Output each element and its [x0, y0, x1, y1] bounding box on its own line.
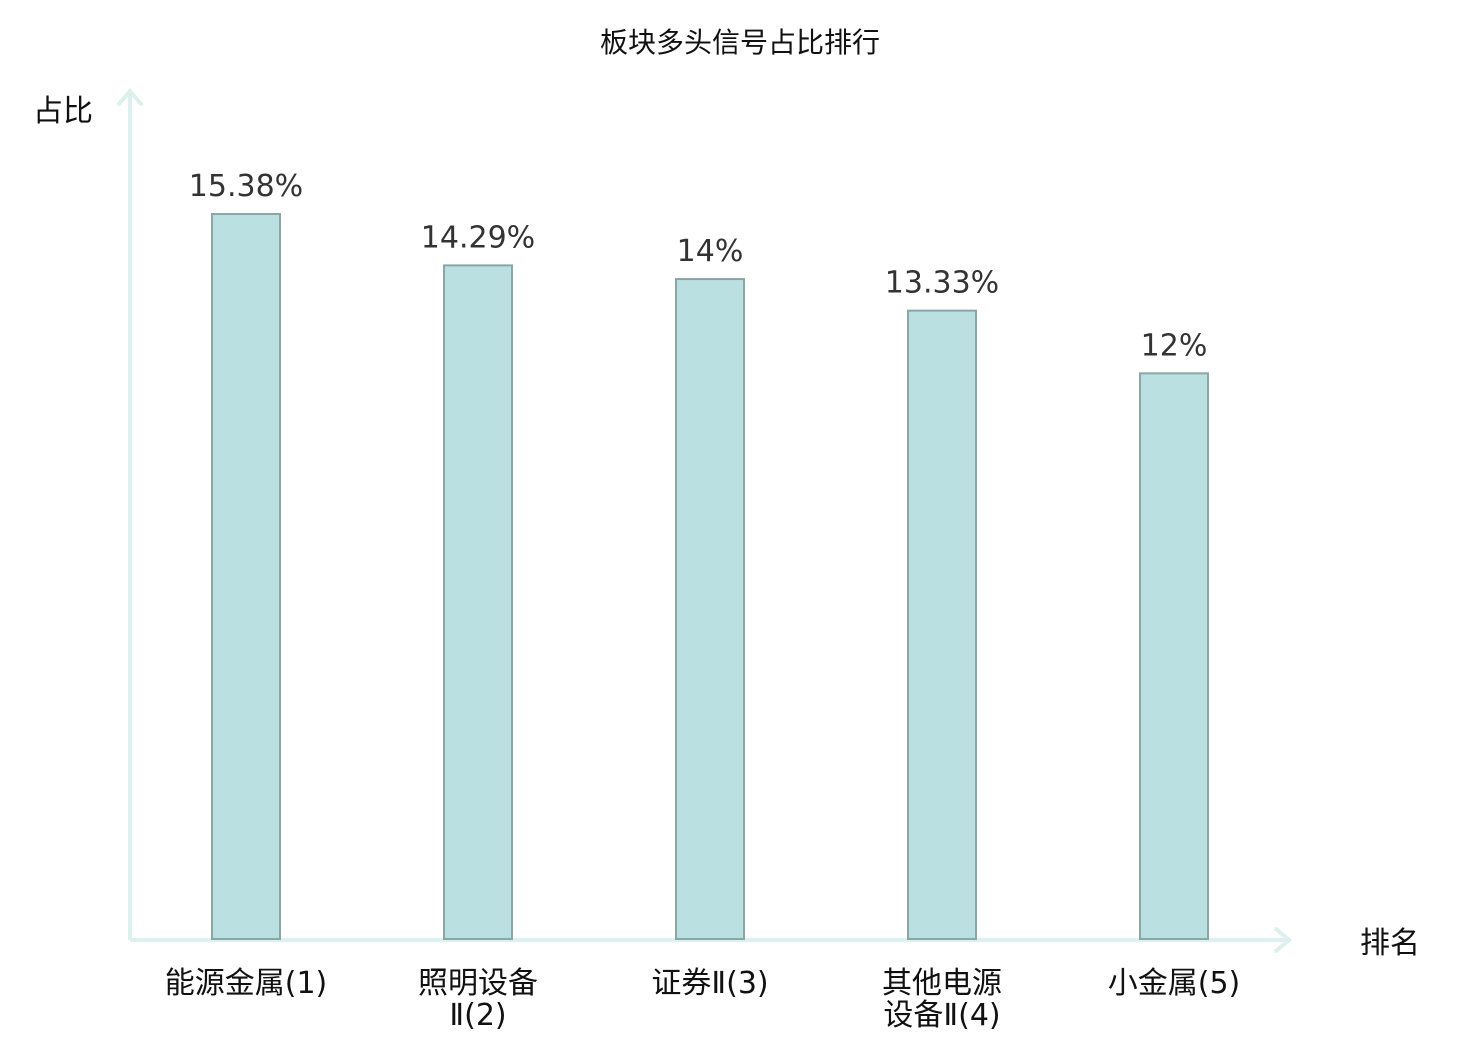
category-label-5: 小金属(5): [1108, 966, 1241, 1001]
chart-title: 板块多头信号占比排行: [600, 26, 880, 59]
category-label-4: 其他电源设备Ⅱ(4): [882, 966, 1002, 1033]
category-label-line: 照明设备: [418, 966, 538, 1001]
category-label-line: 证券Ⅱ(3): [651, 966, 768, 1001]
bar-3: [675, 278, 745, 940]
category-label-line: Ⅱ(2): [449, 998, 506, 1033]
value-labels-group: 15.38% 14.29% 14% 13.33% 12%: [189, 169, 1208, 363]
x-axis-title: 排名: [1360, 926, 1420, 961]
category-label-3: 证券Ⅱ(3): [651, 966, 768, 1001]
value-label-4: 13.33%: [885, 266, 999, 301]
value-label-2: 14.29%: [421, 220, 535, 255]
bar-5: [1139, 372, 1209, 940]
category-label-1: 能源金属(1): [165, 966, 328, 1001]
x-axis-arrow-icon: [1274, 927, 1293, 953]
category-label-line: 小金属(5): [1108, 966, 1241, 1001]
y-axis: [117, 87, 143, 940]
value-label-3: 14%: [677, 234, 744, 269]
category-label-2: 照明设备 Ⅱ(2): [418, 966, 538, 1033]
y-axis-arrow-icon: [117, 87, 143, 106]
category-labels-group: 能源金属(1) 照明设备 Ⅱ(2) 证券Ⅱ(3) 其他电源设备Ⅱ(4) 小金属(5): [165, 966, 1241, 1033]
category-label-line: 能源金属(1): [165, 966, 328, 1001]
value-label-1: 15.38%: [189, 169, 303, 204]
bars-group: [211, 213, 1209, 940]
bar-2: [443, 264, 513, 940]
category-label-line: 设备Ⅱ(4): [883, 998, 1000, 1033]
value-label-5: 12%: [1141, 328, 1208, 363]
category-label-line: 其他电源: [882, 966, 1002, 1001]
y-axis-title: 占比: [33, 94, 93, 129]
bar-4: [907, 309, 977, 940]
bar-1: [211, 213, 281, 940]
